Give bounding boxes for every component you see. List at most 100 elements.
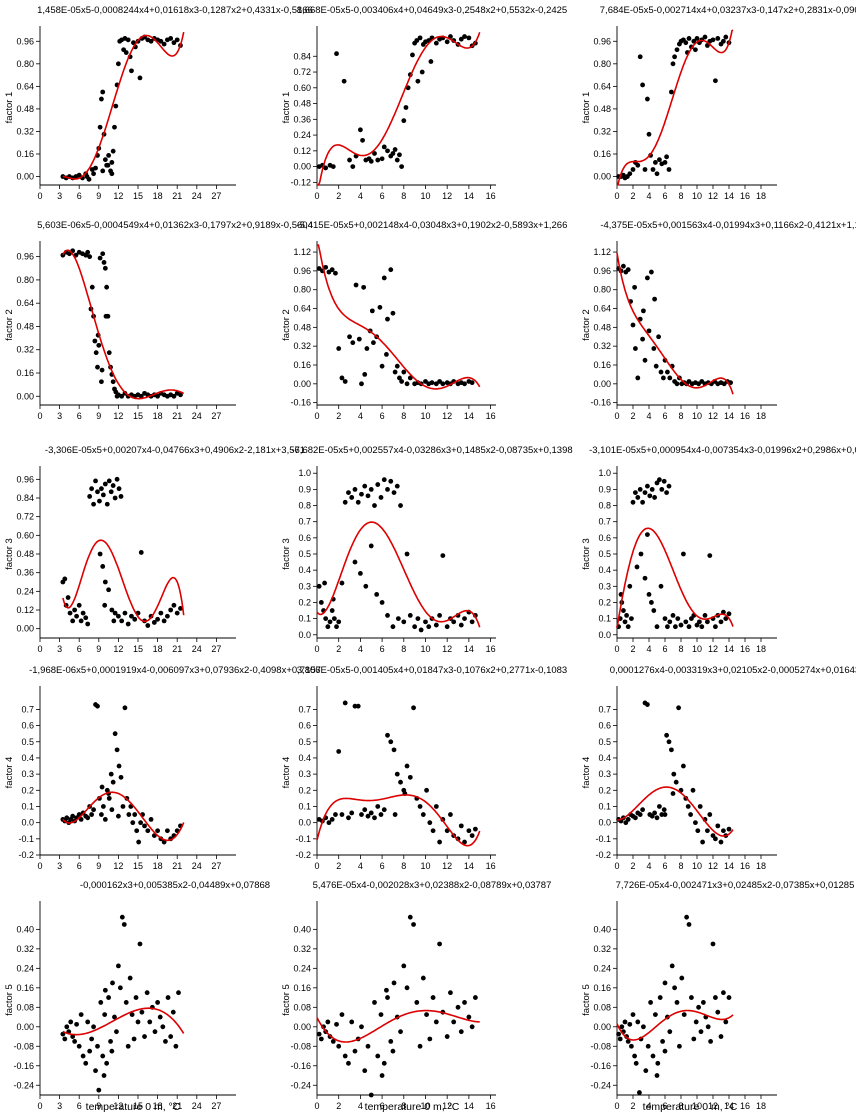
chart-9-point — [637, 486, 643, 492]
chart-13-point — [165, 995, 171, 1000]
chart-12-point — [666, 739, 672, 745]
chart-1-y-tick-label: 0.48 — [16, 104, 34, 114]
chart-7-point — [100, 564, 106, 569]
chart-14-point — [325, 1019, 331, 1025]
chart-9-point — [662, 616, 668, 622]
chart-11-point — [462, 839, 467, 845]
chart-13-title: -0,000162x3+0,005385x2-0,04489x+0,07868 — [80, 880, 270, 891]
chart-7-point — [168, 607, 174, 613]
chart-5-point — [377, 304, 383, 310]
chart-14-x-tick-label: 12 — [442, 1101, 452, 1111]
chart-13-point — [64, 1024, 70, 1030]
chart-7-x-tick-label: 24 — [192, 644, 202, 654]
chart-4-point — [85, 249, 91, 255]
chart-5-point — [369, 308, 375, 314]
chart-11-point — [437, 839, 442, 845]
chart-15-point — [679, 975, 685, 981]
chart-10-point — [100, 804, 106, 809]
chart-11-fit-curve — [316, 794, 481, 847]
chart-14-point — [330, 1039, 336, 1044]
chart-5-x-tick-label: 8 — [401, 411, 406, 421]
chart-9-y-tick-label: 0.8 — [598, 501, 611, 511]
chart-14-x-tick-label: 6 — [380, 1101, 385, 1111]
chart-9-y-tick-label: 1.0 — [598, 468, 611, 478]
chart-12-point — [715, 823, 721, 829]
chart-11-point — [368, 810, 374, 816]
chart-8-y-tick-label: 1.0 — [298, 468, 311, 478]
chart-4-point — [178, 392, 183, 398]
chart-10-y-tick-label: 0.6 — [21, 721, 34, 731]
chart-11-point — [458, 823, 464, 829]
chart-13-point — [96, 1087, 102, 1093]
chart-4-point — [102, 265, 108, 271]
chart-3: 7,684E-05x5-0,002714x4+0,03237x3-0,147x2… — [581, 5, 856, 201]
chart-13-x-tick-label: 3 — [57, 1101, 62, 1111]
chart-8-point — [418, 627, 424, 633]
chart-13-point — [123, 1000, 129, 1005]
chart-4-y-tick-label: 0.16 — [16, 368, 34, 378]
chart-14-point — [444, 1034, 450, 1039]
chart-1-y-axis-label: factor 1 — [4, 92, 15, 124]
chart-14-point — [368, 1092, 374, 1098]
chart-6-point — [633, 346, 638, 351]
chart-13-point — [98, 1000, 104, 1005]
chart-6-point — [658, 369, 664, 375]
chart-14-point — [398, 1029, 403, 1035]
chart-8-y-tick-label: 0.9 — [298, 484, 311, 494]
chart-3-point — [710, 37, 716, 43]
chart-10-point — [118, 774, 124, 780]
chart-8-point — [390, 624, 396, 630]
chart-8-point — [385, 486, 390, 492]
chart-14-point — [417, 1043, 423, 1049]
chart-7-point — [102, 602, 108, 608]
chart-8-point — [372, 503, 377, 508]
chart-4-title: 5,603E-06x5-0,0004549x4+0,01362x3-0,1797… — [37, 220, 313, 231]
chart-3-point — [657, 157, 662, 163]
chart-9-point — [666, 483, 672, 489]
chart-3-point — [691, 38, 697, 44]
chart-7-point — [76, 602, 82, 608]
chart-3-y-tick-label: 0.80 — [593, 59, 611, 69]
chart-4-x-tick-label: 6 — [77, 411, 82, 421]
chart-2-x-tick-label: 16 — [486, 191, 496, 201]
chart-15-point — [696, 1004, 701, 1010]
chart-11-y-axis-label: factor 4 — [281, 757, 292, 789]
chart-6-x-tick-label: 10 — [692, 411, 702, 421]
chart-9-point — [678, 622, 684, 628]
chart-10-point — [99, 784, 105, 790]
chart-8-x-tick-label: 0 — [314, 644, 319, 654]
chart-4-point — [87, 254, 93, 260]
chart-8-y-tick-label: 0.3 — [298, 581, 311, 591]
chart-3-point — [635, 162, 641, 168]
chart-14-point — [346, 1060, 351, 1066]
chart-3-y-tick-label: 0.48 — [593, 104, 611, 114]
chart-13-y-tick-label: 0.00 — [16, 1022, 34, 1032]
chart-15-point — [654, 1073, 660, 1078]
chart-8-point — [352, 559, 358, 565]
chart-12-fit-curve — [617, 786, 734, 837]
chart-14-fit-curve — [316, 1009, 480, 1043]
chart-12-x-tick-label: 10 — [692, 861, 702, 871]
chart-6-point — [652, 296, 657, 302]
chart-1-point — [168, 36, 174, 41]
chart-12-point — [645, 702, 650, 707]
chart-15-point — [648, 1000, 653, 1005]
chart-1-x-tick-label: 18 — [153, 191, 163, 201]
chart-15-point — [662, 980, 668, 986]
chart-12-point — [713, 836, 718, 842]
chart-8-point — [378, 495, 384, 500]
chart-8-point — [426, 624, 432, 630]
chart-15-point — [627, 1021, 633, 1027]
chart-8-point — [375, 482, 381, 487]
chart-8-point — [462, 616, 467, 622]
chart-7-y-tick-label: 0.72 — [16, 512, 34, 522]
chart-1-x-tick-label: 24 — [192, 191, 202, 201]
chart-8-y-tick-label: 0.4 — [298, 565, 311, 575]
chart-11-y-tick-label: 0.3 — [298, 769, 311, 779]
chart-7-point — [112, 610, 118, 616]
chart-13-point — [91, 1024, 96, 1030]
chart-13-point — [72, 1039, 78, 1044]
chart-15-y-tick-label: -0.16 — [590, 1061, 611, 1071]
chart-9-point — [721, 609, 726, 615]
chart-8-point — [368, 486, 374, 492]
